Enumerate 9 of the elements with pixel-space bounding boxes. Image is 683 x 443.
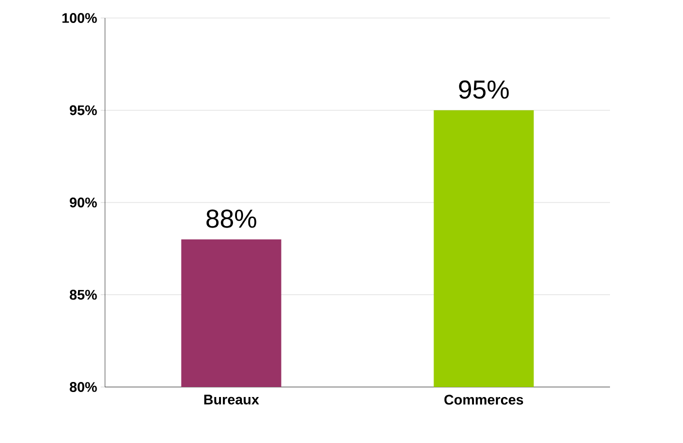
y-tick-label: 80% [70, 382, 97, 392]
x-tick-label: Bureaux [204, 394, 260, 405]
y-tick-label: 100% [62, 13, 97, 23]
data-label: 88% [206, 210, 256, 228]
y-tick-label: 90% [70, 198, 97, 208]
data-label: 95% [459, 80, 509, 99]
x-tick-label: Commerces [444, 394, 524, 405]
y-tick-label: 85% [70, 290, 97, 300]
y-tick-label: 95% [70, 105, 97, 116]
